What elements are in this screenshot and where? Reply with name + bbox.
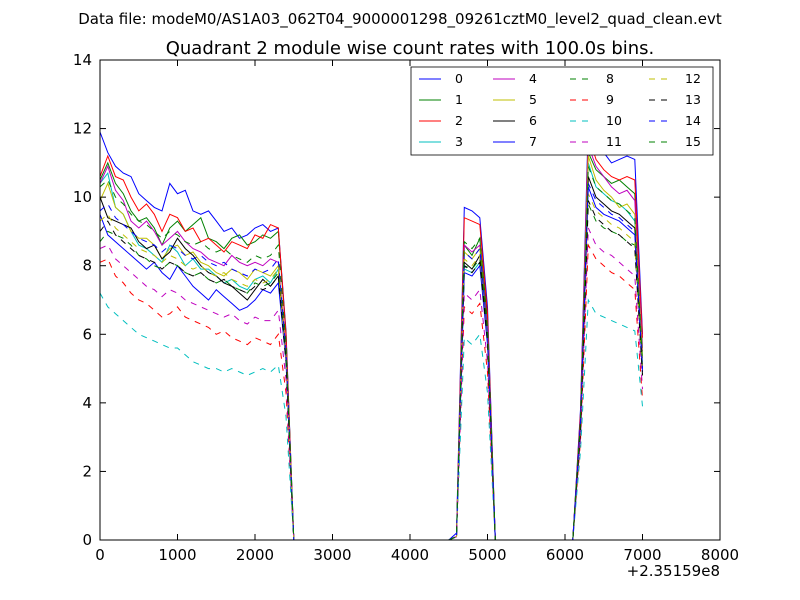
x-tick-label: 5000: [468, 546, 506, 564]
chart-title: Quadrant 2 module wise count rates with …: [166, 38, 655, 59]
legend-label-5: 5: [529, 92, 537, 107]
y-tick-label: 8: [82, 257, 92, 275]
legend-label-1: 1: [455, 92, 463, 107]
legend-label-10: 10: [606, 113, 622, 128]
y-tick-label: 12: [73, 120, 92, 138]
y-tick-label: 0: [82, 531, 92, 549]
legend-label-9: 9: [606, 92, 614, 107]
y-tick-label: 4: [82, 394, 92, 412]
legend-label-6: 6: [529, 113, 537, 128]
legend-label-3: 3: [455, 134, 463, 149]
y-tick-label: 14: [73, 51, 92, 69]
x-tick-label: 6000: [546, 546, 584, 564]
legend-label-14: 14: [685, 113, 701, 128]
x-tick-label: 2000: [236, 546, 274, 564]
legend-label-7: 7: [529, 134, 537, 149]
legend-label-12: 12: [685, 71, 701, 86]
x-tick-label: 7000: [623, 546, 661, 564]
x-tick-label: 3000: [313, 546, 351, 564]
legend-label-4: 4: [529, 71, 537, 86]
x-tick-label: 1000: [158, 546, 196, 564]
legend-label-8: 8: [606, 71, 614, 86]
x-axis-ticks: 0 1000 2000 3000 4000 5000 6000 7000 8000: [95, 60, 739, 564]
x-offset-label: +2.35159e8: [627, 562, 720, 580]
y-tick-label: 2: [82, 462, 92, 480]
x-tick-label: 8000: [701, 546, 739, 564]
data-file-suptitle: Data file: modeM0/AS1A03_062T04_90000012…: [78, 10, 722, 29]
legend-label-2: 2: [455, 113, 463, 128]
legend-label-15: 15: [685, 134, 701, 149]
x-tick-label: 0: [95, 546, 105, 564]
y-tick-label: 6: [82, 325, 92, 343]
x-tick-label: 4000: [391, 546, 429, 564]
legend-frame: [410, 66, 714, 156]
y-tick-label: 10: [73, 188, 92, 206]
legend-label-11: 11: [606, 134, 622, 149]
legend-label-0: 0: [455, 71, 463, 86]
legend-label-13: 13: [685, 92, 701, 107]
